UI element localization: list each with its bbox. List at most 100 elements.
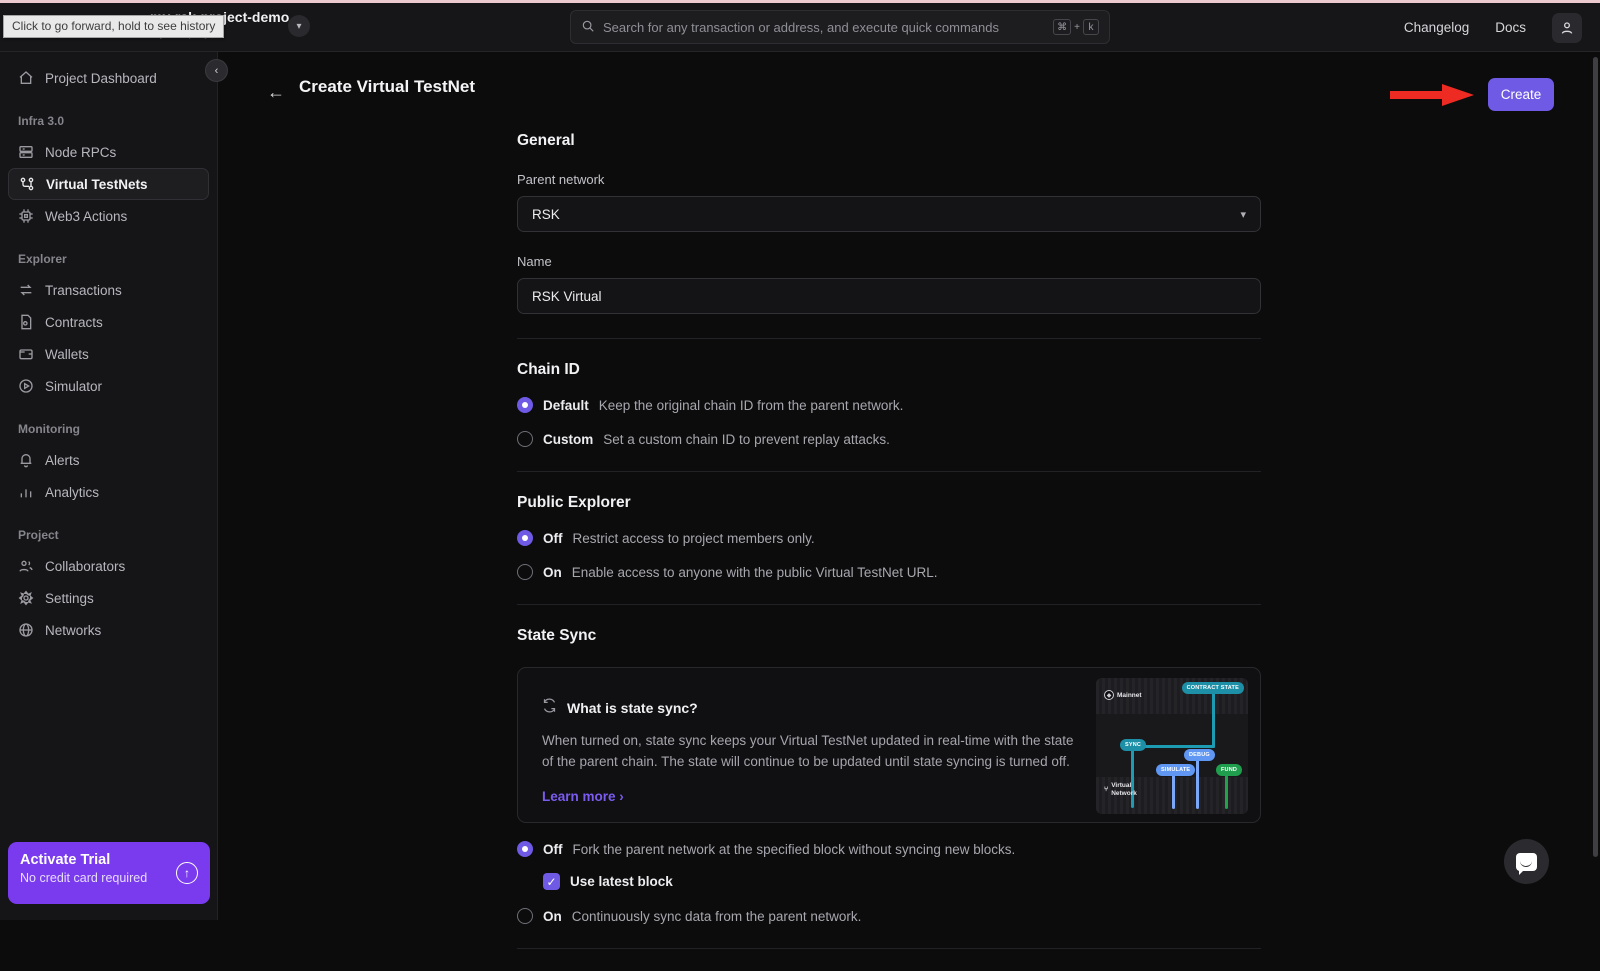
sidebar-item-virtual-testnets[interactable]: Virtual TestNets xyxy=(8,168,209,200)
wallet-icon xyxy=(18,346,34,362)
sync-card-title: What is state sync? xyxy=(567,700,698,716)
browser-tooltip: Click to go forward, hold to see history xyxy=(3,15,224,38)
sync-pill: SYNC xyxy=(1120,739,1146,751)
parent-network-select[interactable]: RSK ▾ xyxy=(517,196,1261,232)
global-search[interactable]: ⌘ + k xyxy=(570,10,1110,44)
name-input[interactable] xyxy=(517,278,1261,314)
radio-unselected-icon[interactable] xyxy=(517,908,533,924)
back-button[interactable]: ← xyxy=(267,82,285,103)
sidebar-item-settings[interactable]: Settings xyxy=(8,582,209,614)
changelog-link[interactable]: Changelog xyxy=(1404,20,1469,35)
sidebar-item-simulator[interactable]: Simulator xyxy=(8,370,209,402)
sidebar-section-infra: Infra 3.0 xyxy=(18,114,199,128)
docs-link[interactable]: Docs xyxy=(1495,20,1526,35)
search-icon xyxy=(581,19,595,36)
sidebar-section-project: Project xyxy=(18,528,199,542)
plus-separator: + xyxy=(1074,22,1080,33)
diagram-mainnet-label: ◆ Mainnet xyxy=(1104,690,1142,700)
vertical-scrollbar[interactable] xyxy=(1593,57,1598,857)
annotation-arrow xyxy=(1390,82,1474,108)
name-label: Name xyxy=(517,254,1261,269)
search-input[interactable] xyxy=(603,20,1053,35)
contract-state-pill: CONTRACT STATE xyxy=(1182,682,1244,694)
sidebar-item-collaborators[interactable]: Collaborators xyxy=(8,550,209,582)
home-icon xyxy=(18,70,34,86)
parent-network-label: Parent network xyxy=(517,172,1261,187)
testnet-branch-icon xyxy=(19,176,35,192)
activate-trial-banner[interactable]: Activate Trial No credit card required ↑ xyxy=(8,842,210,904)
parent-network-value: RSK xyxy=(532,207,560,222)
chain-id-default-option[interactable]: Default Keep the original chain ID from … xyxy=(517,397,1261,413)
chip-icon xyxy=(18,208,34,224)
bar-chart-icon xyxy=(18,484,34,500)
cmd-keycap: ⌘ xyxy=(1053,19,1071,35)
top-bar: my-rsk-project-demo my-rsk-project ▾ ⌘ +… xyxy=(0,3,1600,52)
divider xyxy=(517,604,1261,605)
chain-id-custom-option[interactable]: Custom Set a custom chain ID to prevent … xyxy=(517,431,1261,447)
sidebar-item-project-dashboard[interactable]: Project Dashboard xyxy=(8,62,209,94)
divider xyxy=(517,948,1261,949)
globe-icon xyxy=(18,622,34,638)
state-sync-off-option[interactable]: Off Fork the parent network at the speci… xyxy=(517,841,1261,857)
play-circle-icon xyxy=(18,378,34,394)
trial-subtitle: No credit card required xyxy=(20,871,198,885)
use-latest-block-option[interactable]: ✓ Use latest block xyxy=(543,873,1261,890)
divider xyxy=(517,471,1261,472)
user-menu-button[interactable] xyxy=(1552,13,1582,43)
radio-selected-icon[interactable] xyxy=(517,841,533,857)
fund-pill: FUND xyxy=(1216,764,1242,776)
state-sync-on-option[interactable]: On Continuously sync data from the paren… xyxy=(517,908,1261,924)
sidebar-item-web3-actions[interactable]: Web3 Actions xyxy=(8,200,209,232)
sidebar-item-contracts[interactable]: Contracts xyxy=(8,306,209,338)
state-sync-info-card: What is state sync? When turned on, stat… xyxy=(517,667,1261,823)
browser-progress-line xyxy=(0,0,1600,3)
radio-unselected-icon[interactable] xyxy=(517,431,533,447)
contract-file-icon xyxy=(18,314,34,330)
arrow-up-circle-icon: ↑ xyxy=(176,862,198,884)
main-content: ← Create Virtual TestNet Create General … xyxy=(219,52,1600,920)
server-icon xyxy=(18,144,34,160)
sidebar: ‹ Project Dashboard Infra 3.0 Node RPCs … xyxy=(0,52,218,920)
create-testnet-form: General Parent network RSK ▾ Name Chain … xyxy=(517,132,1261,971)
sidebar-item-networks[interactable]: Networks xyxy=(8,614,209,646)
sidebar-item-analytics[interactable]: Analytics xyxy=(8,476,209,508)
chain-id-heading: Chain ID xyxy=(517,361,1261,379)
chevron-down-icon: ▾ xyxy=(1240,208,1246,221)
sidebar-item-node-rpcs[interactable]: Node RPCs xyxy=(8,136,209,168)
sidebar-item-transactions[interactable]: Transactions xyxy=(8,274,209,306)
users-icon xyxy=(18,558,34,574)
person-icon xyxy=(1559,20,1575,36)
sync-refresh-icon xyxy=(542,698,557,717)
simulate-pill: SIMULATE xyxy=(1156,764,1195,776)
trial-title: Activate Trial xyxy=(20,852,198,868)
create-button[interactable]: Create xyxy=(1488,78,1554,111)
sidebar-item-wallets[interactable]: Wallets xyxy=(8,338,209,370)
sidebar-collapse-button[interactable]: ‹ xyxy=(205,59,228,82)
virtual-network-icon: ⑂ xyxy=(1104,786,1108,795)
sidebar-section-monitoring: Monitoring xyxy=(18,422,199,436)
sidebar-item-alerts[interactable]: Alerts xyxy=(8,444,209,476)
mainnet-icon: ◆ xyxy=(1104,690,1114,700)
bell-icon xyxy=(18,452,34,468)
public-explorer-on-option[interactable]: On Enable access to anyone with the publ… xyxy=(517,564,1261,580)
state-sync-diagram: ◆ Mainnet ⑂ Virtual Network CONTRACT STA… xyxy=(1096,678,1248,814)
k-keycap: k xyxy=(1083,19,1099,35)
public-explorer-off-option[interactable]: Off Restrict access to project members o… xyxy=(517,530,1261,546)
state-sync-heading: State Sync xyxy=(517,627,1261,645)
divider xyxy=(517,338,1261,339)
radio-unselected-icon[interactable] xyxy=(517,564,533,580)
general-heading: General xyxy=(517,132,1261,150)
radio-selected-icon[interactable] xyxy=(517,397,533,413)
page-title: Create Virtual TestNet xyxy=(299,77,475,97)
debug-pill: DEBUG xyxy=(1184,749,1215,761)
public-explorer-heading: Public Explorer xyxy=(517,494,1261,512)
chat-widget-button[interactable] xyxy=(1504,839,1549,884)
sync-card-body: When turned on, state sync keeps your Vi… xyxy=(542,731,1082,773)
swap-arrows-icon xyxy=(18,282,34,298)
project-chevron-down-icon[interactable]: ▾ xyxy=(288,15,310,37)
sidebar-section-explorer: Explorer xyxy=(18,252,199,266)
checkbox-checked-icon[interactable]: ✓ xyxy=(543,873,560,890)
radio-selected-icon[interactable] xyxy=(517,530,533,546)
diagram-virtual-network-label: ⑂ Virtual Network xyxy=(1104,782,1141,798)
gear-icon xyxy=(18,590,34,606)
